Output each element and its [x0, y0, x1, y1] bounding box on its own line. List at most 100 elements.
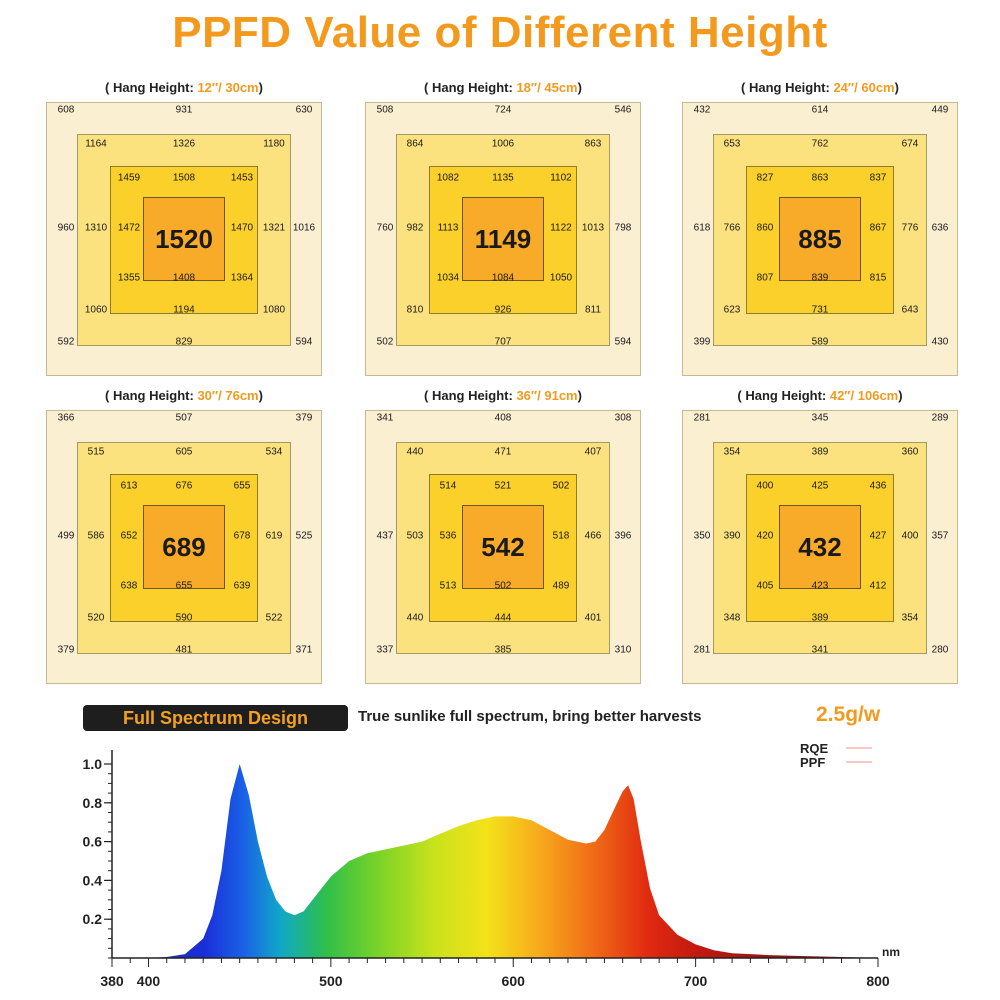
- hang-height-header: ( Hang Height: 42″/ 106cm): [682, 388, 958, 410]
- center-zone: 885: [779, 197, 861, 281]
- inner-value-tl: 1082: [436, 172, 460, 184]
- hang-height-close: ): [258, 80, 263, 95]
- inner-value-r: 867: [869, 222, 887, 234]
- hang-height-header: ( Hang Height: 24″/ 60cm): [682, 80, 958, 102]
- inner-value-b: 1084: [491, 272, 515, 284]
- inner-value-tr: 1102: [550, 172, 572, 184]
- middle-value-br: 643: [901, 304, 919, 316]
- inner-value-tr: 837: [869, 172, 887, 184]
- inner-value-r: 1470: [230, 222, 254, 234]
- middle-value-b: 731: [811, 304, 829, 316]
- inner-value-bl: 1034: [436, 272, 460, 284]
- outer-value-br: 430: [931, 336, 949, 348]
- inner-value-tr: 502: [552, 480, 570, 492]
- outer-value-bl: 281: [693, 644, 711, 656]
- center-zone: 542: [462, 505, 544, 589]
- outer-value-b: 707: [494, 336, 512, 348]
- middle-value-tr: 863: [584, 138, 602, 150]
- middle-value-bl: 623: [723, 304, 741, 316]
- outer-value-t: 931: [175, 104, 193, 116]
- outer-value-b: 829: [175, 336, 193, 348]
- center-zone: 432: [779, 505, 861, 589]
- hang-height-header: ( Hang Height: 30″/ 76cm): [46, 388, 322, 410]
- inner-value-bl: 513: [439, 580, 457, 592]
- middle-value-t: 1006: [491, 138, 515, 150]
- middle-value-r: 1013: [581, 222, 605, 234]
- ppfd-panel: ( Hang Height: 30″/ 76cm) 689 366 507 379 499…: [46, 388, 322, 686]
- outer-value-r: 798: [614, 222, 632, 234]
- inner-value-tl: 1459: [117, 172, 141, 184]
- outer-value-tl: 366: [57, 412, 75, 424]
- outer-value-b: 341: [811, 644, 829, 656]
- outer-value-tl: 608: [57, 104, 75, 116]
- outer-value-br: 594: [614, 336, 632, 348]
- outer-value-t: 614: [811, 104, 829, 116]
- inner-value-tr: 436: [869, 480, 887, 492]
- inner-value-b: 1408: [172, 272, 196, 284]
- center-value: 689: [162, 531, 206, 562]
- inner-value-t: 521: [494, 480, 512, 492]
- inner-value-l: 652: [120, 530, 138, 542]
- x-tick-label: 400: [137, 973, 161, 989]
- center-zone: 1520: [143, 197, 225, 281]
- center-value: 432: [798, 531, 842, 562]
- middle-value-r: 619: [265, 530, 283, 542]
- inner-value-l: 1472: [117, 222, 141, 234]
- outer-value-r: 396: [614, 530, 632, 542]
- inner-value-b: 655: [175, 580, 193, 592]
- x-tick-label: 700: [684, 973, 708, 989]
- outer-value-r: 357: [931, 530, 949, 542]
- outer-value-t: 724: [494, 104, 512, 116]
- center-zone: 689: [143, 505, 225, 589]
- middle-value-br: 401: [584, 612, 602, 624]
- spectrum-description: True sunlike full spectrum, bring better…: [358, 708, 702, 725]
- inner-value-b: 423: [811, 580, 829, 592]
- hang-height-header: ( Hang Height: 36″/ 91cm): [365, 388, 641, 410]
- y-tick-label: 0.2: [83, 911, 103, 927]
- inner-value-tl: 613: [120, 480, 138, 492]
- middle-value-r: 1321: [262, 222, 286, 234]
- middle-value-tl: 515: [87, 446, 105, 458]
- outer-value-bl: 337: [376, 644, 394, 656]
- middle-value-bl: 348: [723, 612, 741, 624]
- middle-value-tl: 864: [406, 138, 424, 150]
- outer-value-t: 408: [494, 412, 512, 424]
- inner-value-t: 676: [175, 480, 193, 492]
- inner-value-r: 1122: [550, 222, 572, 234]
- center-value: 1520: [155, 223, 213, 254]
- inner-value-bl: 1355: [117, 272, 141, 284]
- middle-value-l: 503: [406, 530, 424, 542]
- middle-value-tr: 534: [265, 446, 283, 458]
- inner-value-b: 502: [494, 580, 512, 592]
- inner-value-bl: 638: [120, 580, 138, 592]
- y-tick-label: 0.6: [83, 834, 103, 850]
- outer-value-bl: 399: [693, 336, 711, 348]
- middle-value-br: 1080: [262, 304, 286, 316]
- middle-value-l: 390: [723, 530, 741, 542]
- inner-value-br: 639: [233, 580, 251, 592]
- middle-value-b: 926: [494, 304, 512, 316]
- middle-value-tr: 407: [584, 446, 602, 458]
- middle-value-tr: 1180: [263, 138, 285, 150]
- middle-value-r: 400: [901, 530, 919, 542]
- middle-value-br: 522: [265, 612, 283, 624]
- outer-value-l: 960: [57, 222, 75, 234]
- center-value: 542: [481, 531, 525, 562]
- hang-height-value: 30″/ 76cm: [197, 388, 259, 403]
- middle-value-l: 586: [87, 530, 105, 542]
- middle-value-br: 811: [585, 304, 601, 316]
- outer-value-br: 371: [295, 644, 313, 656]
- legend-label: PPF: [800, 755, 825, 770]
- outer-value-tr: 630: [295, 104, 313, 116]
- spectrum-banner: Full Spectrum Design: [83, 705, 348, 731]
- inner-value-tr: 655: [233, 480, 251, 492]
- middle-value-t: 762: [811, 138, 829, 150]
- inner-value-r: 427: [869, 530, 887, 542]
- center-value: 1149: [474, 223, 532, 254]
- hang-height-close: ): [577, 80, 582, 95]
- hang-height-value: 18″/ 45cm: [516, 80, 578, 95]
- middle-value-t: 471: [494, 446, 512, 458]
- outer-value-tr: 449: [931, 104, 949, 116]
- inner-value-r: 518: [552, 530, 570, 542]
- middle-value-tl: 440: [406, 446, 424, 458]
